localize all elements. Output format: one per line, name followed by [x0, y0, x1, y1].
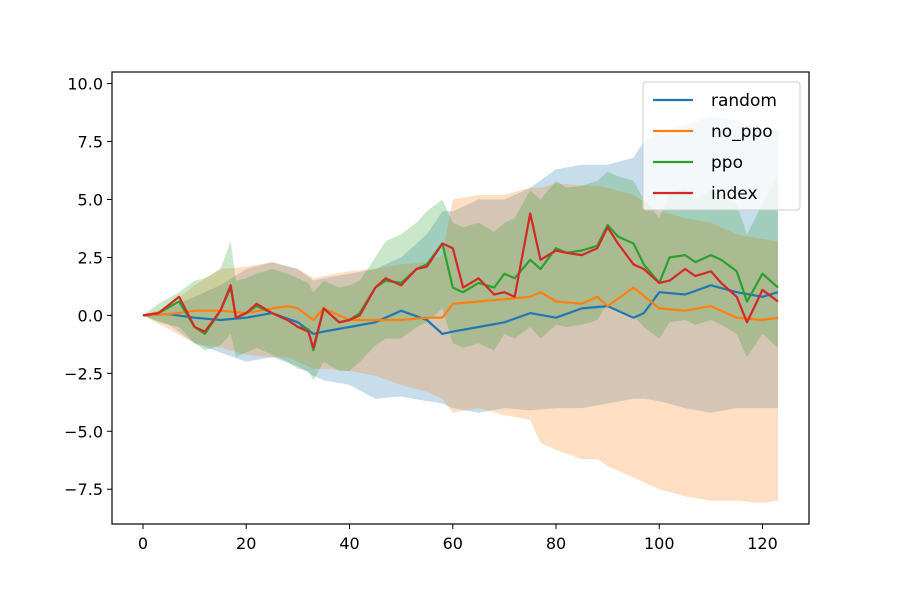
- plot-frame: [111, 71, 810, 525]
- y-tick-label: 5.0: [78, 190, 103, 209]
- x-tick-label: 100: [644, 534, 675, 553]
- y-tick-label: 2.5: [78, 248, 103, 267]
- x-tick-label: 40: [339, 534, 359, 553]
- legend-box: [642, 81, 801, 211]
- y-tick-label: 0.0: [78, 306, 103, 325]
- y-tick-label: −2.5: [64, 364, 103, 383]
- y-tick-label: 10.0: [67, 75, 103, 94]
- y-tick-label: −5.0: [64, 422, 103, 441]
- legend-label-random: random: [711, 91, 777, 111]
- x-tick-label: 80: [546, 534, 566, 553]
- legend-label-no_ppo: no_ppo: [711, 122, 773, 142]
- x-tick-label: 20: [236, 534, 256, 553]
- legend-label-ppo: ppo: [711, 153, 743, 173]
- x-tick-label: 120: [747, 534, 778, 553]
- line-index: [142, 212, 779, 349]
- x-axis: 0 20 40 60 80 100 120: [138, 524, 778, 553]
- series-lines: [142, 212, 779, 352]
- y-tick-label: −7.5: [64, 480, 103, 499]
- x-tick-label: 60: [443, 534, 463, 553]
- y-axis: 10.0 7.5 5.0 2.5 0.0 −2.5 −5.0 −7.5: [64, 75, 112, 499]
- legend-label-index: index: [711, 184, 758, 204]
- x-tick-label: 0: [138, 534, 148, 553]
- band-random: [143, 116, 778, 413]
- y-tick-label: 7.5: [78, 133, 103, 152]
- line-random: [142, 284, 779, 335]
- line-no_ppo: [142, 286, 779, 322]
- band-no_ppo: [143, 183, 778, 504]
